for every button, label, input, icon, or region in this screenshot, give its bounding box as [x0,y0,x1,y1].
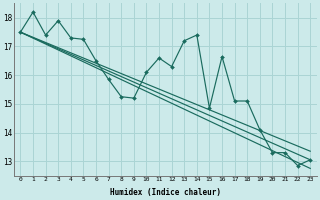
X-axis label: Humidex (Indice chaleur): Humidex (Indice chaleur) [110,188,221,197]
